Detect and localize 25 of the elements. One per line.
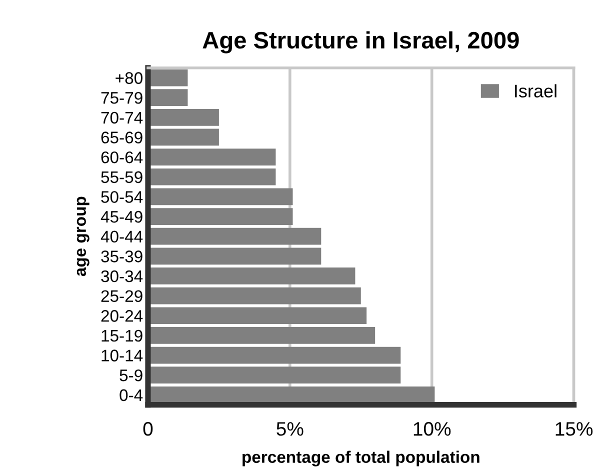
y-tick-label: 70-74 [101,112,143,124]
x-tick-label: 10% [414,422,451,436]
y-tick-label: 20-24 [101,310,143,322]
y-tick-label: 40-44 [100,230,143,243]
x-axis-title: percentage of total population [242,450,480,466]
y-tick-label: 55-59 [101,171,142,184]
y-tick-label: 75-79 [101,92,142,104]
y-tick-label: 35-39 [101,250,142,262]
y-tick-label: 50-54 [101,191,143,203]
y-tick-label: 25-29 [101,290,142,302]
y-tick-label: 0-4 [120,389,143,402]
y-tick-label: 60-64 [101,151,143,164]
legend-label: Israel [515,84,556,98]
y-tick-label: 15-19 [102,330,142,342]
y-tick-label: +80 [116,72,142,84]
y-tick-label: 65-69 [101,132,142,144]
chart-title: Age Structure in Israel, 2009 [202,31,519,54]
x-tick-label: 15% [556,422,593,436]
x-tick-label: 5% [276,422,304,436]
y-tick-label: 5-9 [120,369,142,382]
x-tick-label: 0 [143,422,153,436]
y-tick-label: 10-14 [102,350,143,362]
y-tick-label: 30-34 [101,270,143,282]
y-tick-label: 45-49 [100,210,142,223]
y-axis-title: age group [76,196,90,276]
